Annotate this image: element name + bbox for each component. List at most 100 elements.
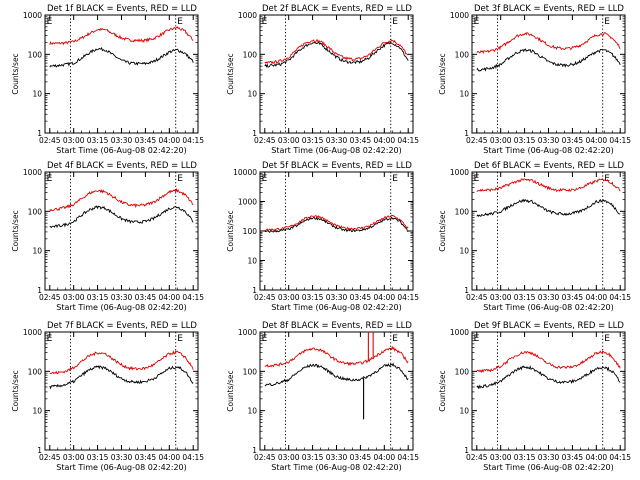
detector-panel-3: Det 3f BLACK = Events, RED = LLD 1 10 100 10… bbox=[438, 4, 631, 155]
series-line-lld bbox=[476, 31, 621, 54]
plot-frame bbox=[259, 331, 414, 451]
x-tick-label: 02:45 bbox=[39, 136, 61, 145]
y-tick-label: 100 bbox=[455, 50, 470, 59]
y-tick-label: 100 bbox=[455, 367, 470, 376]
x-tick-label: 03:30 bbox=[326, 293, 348, 302]
x-tick-label: 03:15 bbox=[87, 293, 109, 302]
x-tick-label: 04:15 bbox=[609, 136, 631, 145]
detector-panel-2: Det 2f BLACK = Events, RED = LLD 1 10 100 10… bbox=[226, 4, 419, 155]
x-tick-label: 03:15 bbox=[302, 136, 324, 145]
panel-title: Det 8f BLACK = Events, RED = LLD bbox=[262, 321, 412, 331]
x-tick-label: 03:00 bbox=[278, 453, 300, 462]
e-marker-label: E bbox=[474, 334, 480, 344]
y-tick-label: 1 bbox=[252, 129, 257, 138]
e-marker-label: E bbox=[177, 17, 183, 27]
x-axis-label: Start Time (06-Aug-08 02:42:20) bbox=[56, 146, 187, 155]
e-marker-label: E bbox=[177, 334, 183, 344]
y-tick-label: 1000 bbox=[450, 328, 469, 337]
y-tick-label: 1 bbox=[252, 446, 257, 455]
x-tick-label: 02:45 bbox=[39, 293, 61, 302]
series-line-lld bbox=[49, 350, 194, 375]
x-tick-label: 04:15 bbox=[182, 136, 204, 145]
y-tick-label: 100 bbox=[28, 207, 43, 216]
plot-frame bbox=[44, 331, 199, 451]
series-line-events bbox=[264, 362, 409, 387]
x-tick-label: 03:15 bbox=[514, 293, 536, 302]
x-tick-label: 03:30 bbox=[538, 136, 560, 145]
panel-title: Det 9f BLACK = Events, RED = LLD bbox=[474, 321, 624, 331]
x-tick-label: 03:15 bbox=[514, 453, 536, 462]
x-tick-label: 03:15 bbox=[514, 136, 536, 145]
x-tick-label: 02:45 bbox=[39, 453, 61, 462]
x-axis-label: Start Time (06-Aug-08 02:42:20) bbox=[483, 303, 614, 312]
panel-title: Det 4f BLACK = Events, RED = LLD bbox=[47, 161, 197, 171]
y-tick-label: 1000 bbox=[23, 328, 42, 337]
series-line-events bbox=[49, 46, 194, 68]
series-line-lld bbox=[264, 214, 409, 232]
x-tick-label: 03:45 bbox=[135, 293, 157, 302]
e-marker-label: E bbox=[604, 17, 610, 27]
x-tick-label: 02:45 bbox=[466, 136, 488, 145]
x-tick-label: 03:00 bbox=[490, 453, 512, 462]
x-tick-label: 02:45 bbox=[466, 293, 488, 302]
series-line-events bbox=[476, 365, 621, 390]
plot-frame bbox=[259, 14, 414, 134]
x-tick-label: 03:45 bbox=[135, 453, 157, 462]
y-axis-label: Counts/sec bbox=[438, 370, 447, 411]
x-tick-label: 04:15 bbox=[609, 293, 631, 302]
y-axis-label: Counts/sec bbox=[438, 53, 447, 94]
y-tick-label: 10 bbox=[32, 247, 42, 256]
detector-panel-1: Det 1f BLACK = Events, RED = LLD 1 10 100 10… bbox=[11, 4, 204, 155]
x-tick-label: 03:00 bbox=[490, 136, 512, 145]
x-tick-label: 02:45 bbox=[466, 453, 488, 462]
x-tick-label: 03:45 bbox=[562, 453, 584, 462]
y-axis-label: Counts/sec bbox=[11, 210, 20, 251]
detector-panel-9: Det 9f BLACK = Events, RED = LLD 1 10 100 10… bbox=[438, 321, 631, 472]
y-tick-label: 10 bbox=[459, 407, 469, 416]
plot-frame bbox=[259, 171, 414, 291]
y-tick-label: 10 bbox=[32, 90, 42, 99]
e-marker-label: E bbox=[177, 174, 183, 184]
x-tick-label: 04:00 bbox=[586, 136, 608, 145]
y-tick-label: 1 bbox=[37, 129, 42, 138]
x-axis-label: Start Time (06-Aug-08 02:42:20) bbox=[56, 303, 187, 312]
y-tick-label: 10 bbox=[247, 90, 257, 99]
x-tick-label: 03:00 bbox=[278, 136, 300, 145]
series-line-events bbox=[264, 41, 409, 68]
series-line-events bbox=[264, 216, 409, 233]
panel-title: Det 3f BLACK = Events, RED = LLD bbox=[474, 4, 624, 14]
x-tick-label: 03:30 bbox=[111, 136, 133, 145]
x-tick-label: 03:15 bbox=[302, 453, 324, 462]
y-tick-label: 1 bbox=[37, 446, 42, 455]
x-tick-label: 04:00 bbox=[159, 136, 181, 145]
y-tick-label: 100 bbox=[28, 367, 43, 376]
series-line-lld bbox=[476, 178, 621, 193]
x-tick-label: 04:00 bbox=[159, 293, 181, 302]
y-tick-label: 100 bbox=[243, 227, 258, 236]
series-line-lld bbox=[264, 39, 409, 65]
y-axis-label: Counts/sec bbox=[226, 53, 235, 94]
y-tick-label: 10 bbox=[459, 247, 469, 256]
y-tick-label: 1000 bbox=[450, 168, 469, 177]
x-tick-label: 04:00 bbox=[374, 293, 396, 302]
e-marker-label: E bbox=[474, 174, 480, 184]
x-tick-label: 03:45 bbox=[350, 293, 372, 302]
y-tick-label: 1000 bbox=[238, 328, 257, 337]
y-tick-label: 1000 bbox=[238, 11, 257, 20]
y-tick-label: 1000 bbox=[23, 168, 42, 177]
x-axis-label: Start Time (06-Aug-08 02:42:20) bbox=[271, 463, 402, 472]
plot-frame bbox=[44, 14, 199, 134]
e-marker-label: E bbox=[262, 334, 268, 344]
e-marker-label: E bbox=[392, 174, 398, 184]
x-tick-label: 03:45 bbox=[562, 293, 584, 302]
detector-panel-6: Det 6f BLACK = Events, RED = LLD 1 10 100 10… bbox=[438, 161, 631, 312]
y-tick-label: 100 bbox=[243, 50, 258, 59]
x-tick-label: 03:15 bbox=[87, 136, 109, 145]
y-axis-label: Counts/sec bbox=[438, 210, 447, 251]
y-axis-label: Counts/sec bbox=[11, 370, 20, 411]
e-marker-label: E bbox=[604, 174, 610, 184]
x-tick-label: 04:15 bbox=[397, 453, 419, 462]
x-tick-label: 03:30 bbox=[111, 453, 133, 462]
panel-title: Det 6f BLACK = Events, RED = LLD bbox=[474, 161, 624, 171]
x-tick-label: 03:45 bbox=[350, 453, 372, 462]
